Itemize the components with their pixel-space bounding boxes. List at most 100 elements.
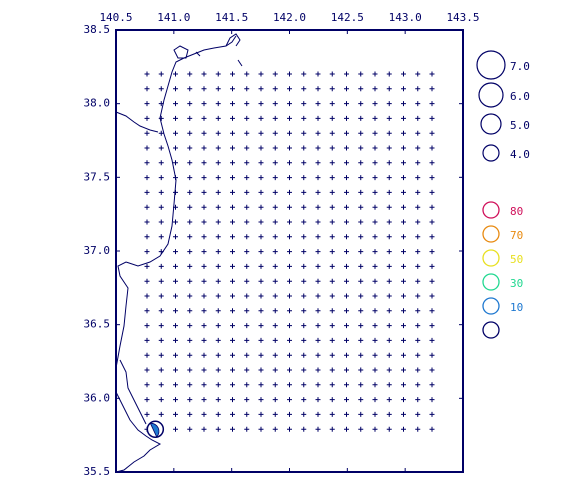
x-tick-label: 143.0 — [389, 11, 422, 24]
grid-cross — [372, 189, 378, 195]
grid-cross — [315, 175, 321, 181]
grid-cross — [230, 101, 235, 107]
grid-cross — [258, 145, 264, 151]
grid-cross — [258, 426, 264, 432]
grid-cross — [244, 367, 250, 373]
grid-cross — [287, 263, 292, 269]
grid-cross — [230, 175, 235, 181]
grid-cross — [386, 115, 392, 121]
grid-cross — [301, 160, 307, 166]
grid-cross — [429, 86, 435, 92]
grid-cross — [158, 249, 164, 255]
grid-cross — [215, 189, 221, 195]
grid-cross — [201, 426, 207, 432]
grid-cross — [315, 86, 321, 92]
grid-cross — [372, 293, 378, 299]
grid-cross — [301, 352, 307, 358]
grid-cross — [158, 323, 164, 329]
grid-cross — [301, 293, 307, 299]
grid-cross — [301, 71, 307, 77]
y-tick-label: 37.5 — [84, 170, 111, 183]
grid-cross — [244, 204, 250, 210]
grid-cross — [386, 71, 392, 77]
grid-cross — [144, 189, 150, 195]
grid-cross — [358, 219, 364, 225]
grid-cross — [401, 411, 406, 417]
grid-cross — [187, 86, 193, 92]
grid-cross — [144, 337, 150, 343]
grid-cross — [372, 219, 378, 225]
grid-cross — [372, 278, 378, 284]
grid-cross — [258, 249, 264, 255]
grid-cross — [187, 263, 193, 269]
grid-cross — [173, 86, 178, 92]
grid-cross — [386, 145, 392, 151]
grid-cross — [301, 337, 307, 343]
grid-cross — [201, 115, 207, 121]
grid-cross — [158, 219, 164, 225]
grid-cross — [230, 337, 235, 343]
grid-cross — [372, 101, 378, 107]
grid-cross — [372, 71, 378, 77]
grid-cross — [158, 86, 164, 92]
grid-cross — [201, 101, 207, 107]
grid-cross — [429, 160, 435, 166]
grid-cross — [301, 411, 307, 417]
grid-cross — [201, 160, 207, 166]
grid-cross — [358, 71, 364, 77]
coastline-main — [115, 35, 237, 369]
grid-cross — [401, 263, 406, 269]
grid-cross — [272, 323, 278, 329]
grid-cross — [429, 175, 435, 181]
grid-cross — [415, 323, 421, 329]
coastline-south — [115, 391, 162, 473]
grid-cross — [215, 382, 221, 388]
grid-cross — [358, 263, 364, 269]
grid-cross — [187, 293, 193, 299]
grid-cross — [372, 249, 378, 255]
magnitude-legend-label: 5.0 — [510, 119, 530, 132]
grid-cross — [173, 278, 178, 284]
grid-cross — [158, 382, 164, 388]
grid-cross — [258, 263, 264, 269]
grid-cross — [230, 145, 235, 151]
grid-cross — [158, 145, 164, 151]
grid-cross — [301, 249, 307, 255]
grid-cross — [429, 189, 435, 195]
grid-cross — [329, 382, 335, 388]
grid-cross — [173, 382, 178, 388]
grid-cross — [215, 86, 221, 92]
grid-cross — [201, 130, 207, 136]
grid-cross — [272, 426, 278, 432]
grid-cross — [272, 367, 278, 373]
grid-cross — [230, 308, 235, 314]
grid-cross — [230, 219, 235, 225]
grid-cross — [287, 397, 292, 403]
grid-cross — [287, 337, 292, 343]
grid-cross — [372, 397, 378, 403]
grid-cross — [358, 411, 364, 417]
grid-cross — [201, 382, 207, 388]
grid-cross — [386, 234, 392, 240]
grid-cross — [173, 308, 178, 314]
grid-cross — [344, 382, 349, 388]
grid-cross — [173, 367, 178, 373]
grid-cross — [158, 337, 164, 343]
grid-cross — [358, 249, 364, 255]
grid-cross — [301, 397, 307, 403]
grid-cross — [158, 234, 164, 240]
grid-cross — [244, 130, 250, 136]
x-tick-label: 141.0 — [157, 11, 190, 24]
y-tick-label: 36.0 — [84, 391, 111, 404]
grid-cross — [201, 204, 207, 210]
grid-cross — [201, 219, 207, 225]
grid-cross — [315, 160, 321, 166]
grid-cross — [230, 249, 235, 255]
grid-cross — [344, 71, 349, 77]
grid-cross — [244, 219, 250, 225]
grid-cross — [386, 308, 392, 314]
grid-cross — [329, 426, 335, 432]
grid-cross — [272, 263, 278, 269]
grid-cross — [372, 323, 378, 329]
grid-cross — [429, 426, 435, 432]
